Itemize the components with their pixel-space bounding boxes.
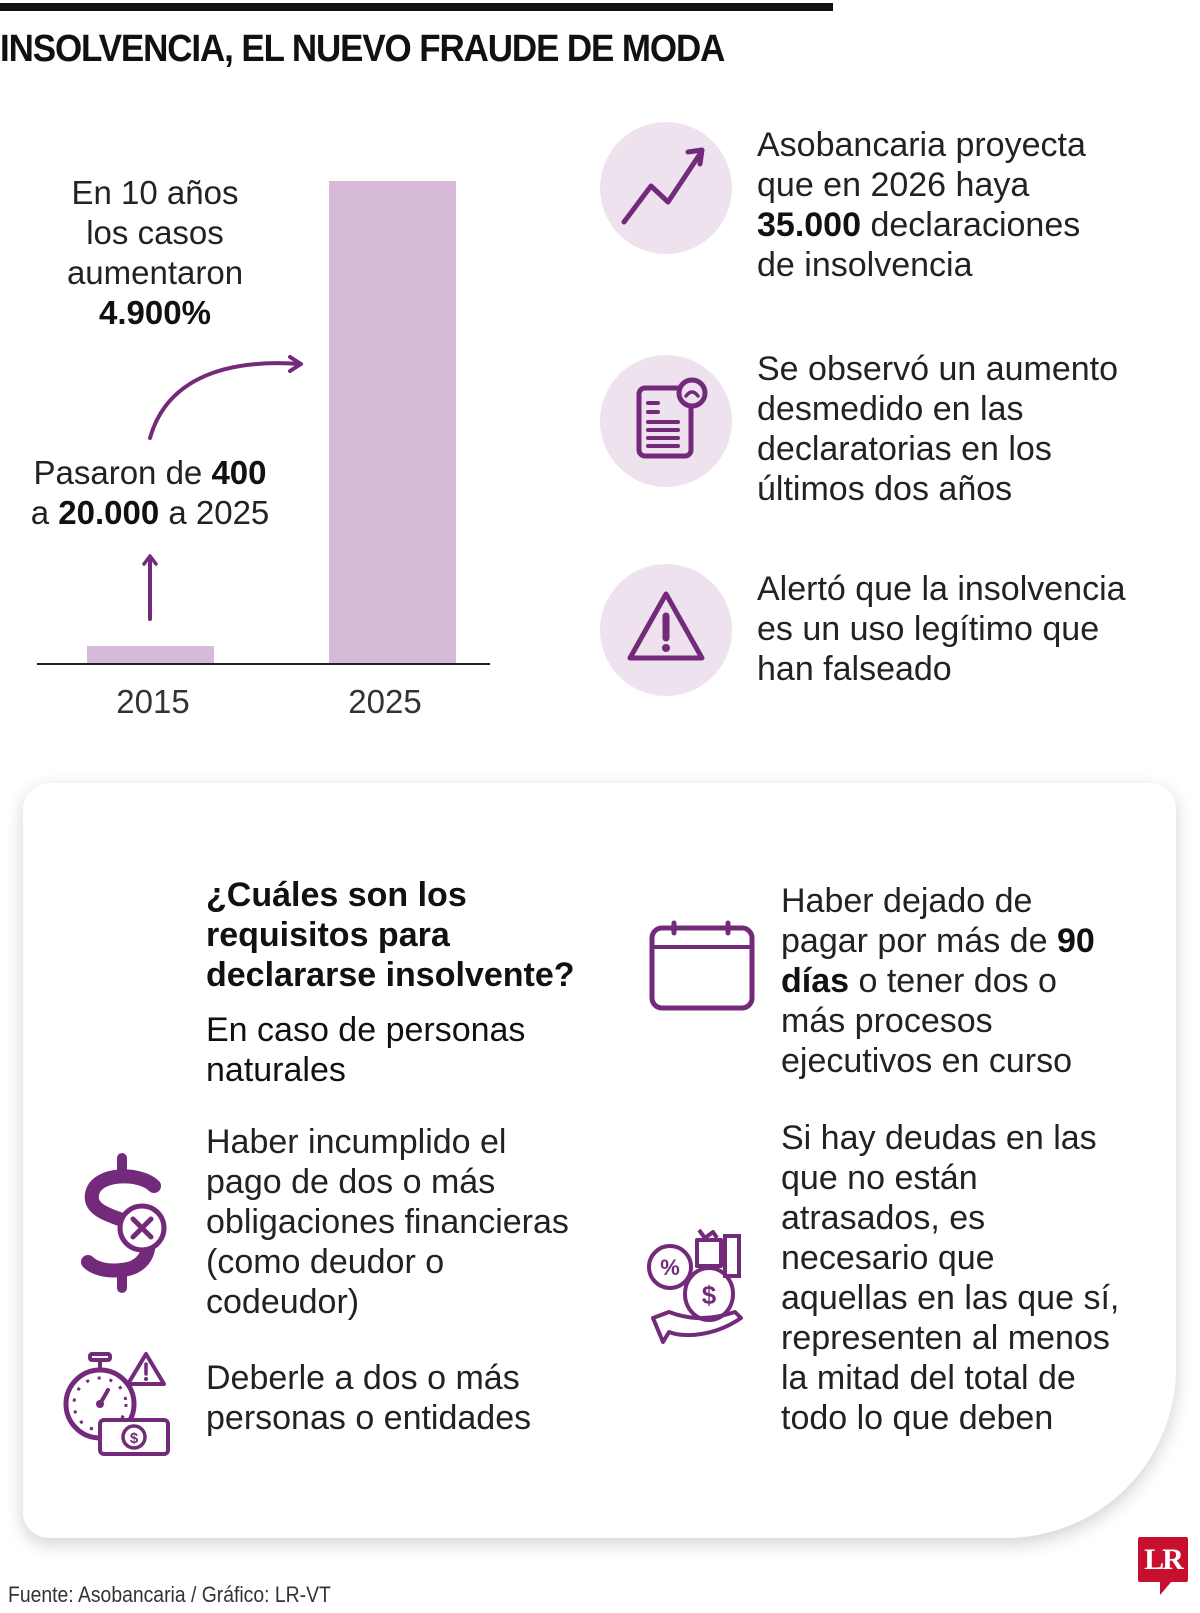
document-icon (636, 377, 708, 459)
trend-up-icon (621, 147, 705, 225)
svg-text:%: % (660, 1255, 680, 1280)
chart-annotation-growth: En 10 años los casos aumentaron 4.900% (66, 174, 244, 331)
curved-arrow-icon (148, 355, 303, 440)
bar-2015 (87, 646, 214, 663)
lr-logo-tail (1160, 1581, 1172, 1595)
x-label-2025: 2025 (348, 683, 422, 720)
requirement-text: Deberle a dos o más personas o entidades (206, 1359, 532, 1437)
requirement-text: Si hay deudas en las que no están atrasa… (781, 1119, 1120, 1437)
up-arrow-icon (142, 554, 158, 621)
fact-icon-circle (600, 355, 732, 487)
page-title: INSOLVENCIA, EL NUEVO FRAUDE DE MODA (0, 28, 725, 70)
fact-text: Se observó un aumento desmedido en las d… (757, 350, 1119, 508)
fact-icon-circle (600, 122, 732, 254)
svg-text:$: $ (130, 1430, 139, 1447)
calendar-icon (649, 920, 755, 1011)
growth-percent: 4.900% (99, 294, 211, 331)
source-credit: Fuente: Asobancaria / Gráfico: LR-VT (8, 1582, 331, 1607)
hand-money-percent-icon: % $ (647, 1228, 743, 1344)
requirements-subtitle: En caso de personas naturales (206, 1011, 526, 1089)
warning-icon (627, 591, 705, 661)
requirements-card (23, 783, 1176, 1538)
x-axis (37, 663, 490, 665)
fact-text: Alertó que la insolvencia es un uso legí… (757, 570, 1126, 688)
stopwatch-money-icon: $ (63, 1352, 170, 1456)
lr-logo: LR (1138, 1537, 1188, 1582)
requirements-title: ¿Cuáles son los requisitos para declarar… (206, 876, 575, 994)
top-rule (0, 3, 833, 11)
fact-text: Asobancaria proyecta que en 2026 haya 35… (757, 126, 1086, 284)
dollar-cross-icon (81, 1153, 167, 1293)
x-label-2015: 2015 (116, 683, 190, 720)
requirement-text: Haber dejado de pagar por más de 90 días… (781, 882, 1095, 1080)
fact-icon-circle (600, 564, 732, 696)
chart-annotation-range: Pasaron de 400 a 20.000 a 2025 (30, 454, 270, 531)
requirement-text: Haber incumplido el pago de dos o más ob… (206, 1123, 569, 1321)
svg-text:$: $ (702, 1280, 717, 1310)
bar-2025 (329, 181, 456, 663)
